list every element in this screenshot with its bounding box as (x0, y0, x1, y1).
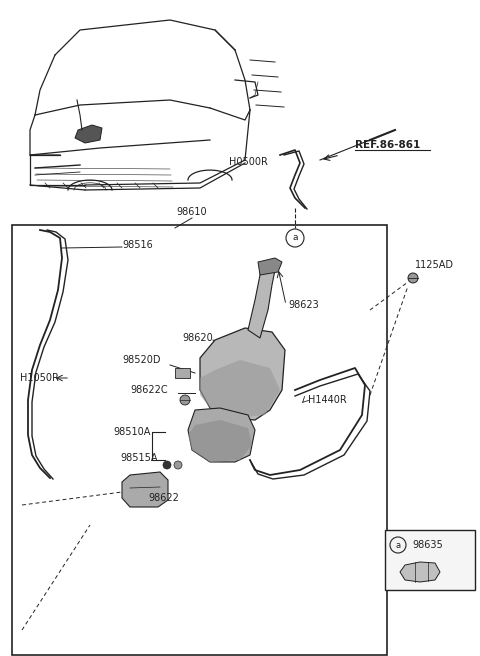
Text: 98520D: 98520D (122, 355, 160, 365)
Text: H0500R: H0500R (228, 157, 267, 167)
Text: REF.86-861: REF.86-861 (355, 140, 420, 150)
Text: 98622C: 98622C (130, 385, 168, 395)
Polygon shape (122, 472, 168, 507)
Text: H1050R: H1050R (20, 373, 59, 383)
Circle shape (408, 273, 418, 283)
Text: H1440R: H1440R (308, 395, 347, 405)
Polygon shape (200, 328, 285, 420)
Polygon shape (188, 420, 252, 462)
Text: 98516: 98516 (122, 240, 153, 250)
Polygon shape (200, 360, 280, 418)
Circle shape (174, 461, 182, 469)
Polygon shape (258, 258, 282, 275)
Bar (12, 225, 387, 655)
Text: a: a (292, 234, 298, 243)
Polygon shape (188, 408, 255, 462)
Text: 98635: 98635 (412, 540, 443, 550)
Text: a: a (396, 541, 401, 550)
Text: 98623: 98623 (288, 300, 319, 310)
Circle shape (180, 395, 190, 405)
Polygon shape (248, 262, 275, 338)
Bar (175, 368, 190, 378)
Text: 98510A: 98510A (113, 427, 150, 437)
Bar (385, 530, 475, 590)
Polygon shape (400, 562, 440, 582)
Text: 98610: 98610 (177, 207, 207, 217)
Circle shape (163, 461, 171, 469)
Text: 98622: 98622 (148, 493, 179, 503)
Text: 98620: 98620 (182, 333, 213, 343)
Text: 98515A: 98515A (120, 453, 157, 463)
Text: 1125AD: 1125AD (415, 260, 454, 270)
Polygon shape (75, 125, 102, 143)
